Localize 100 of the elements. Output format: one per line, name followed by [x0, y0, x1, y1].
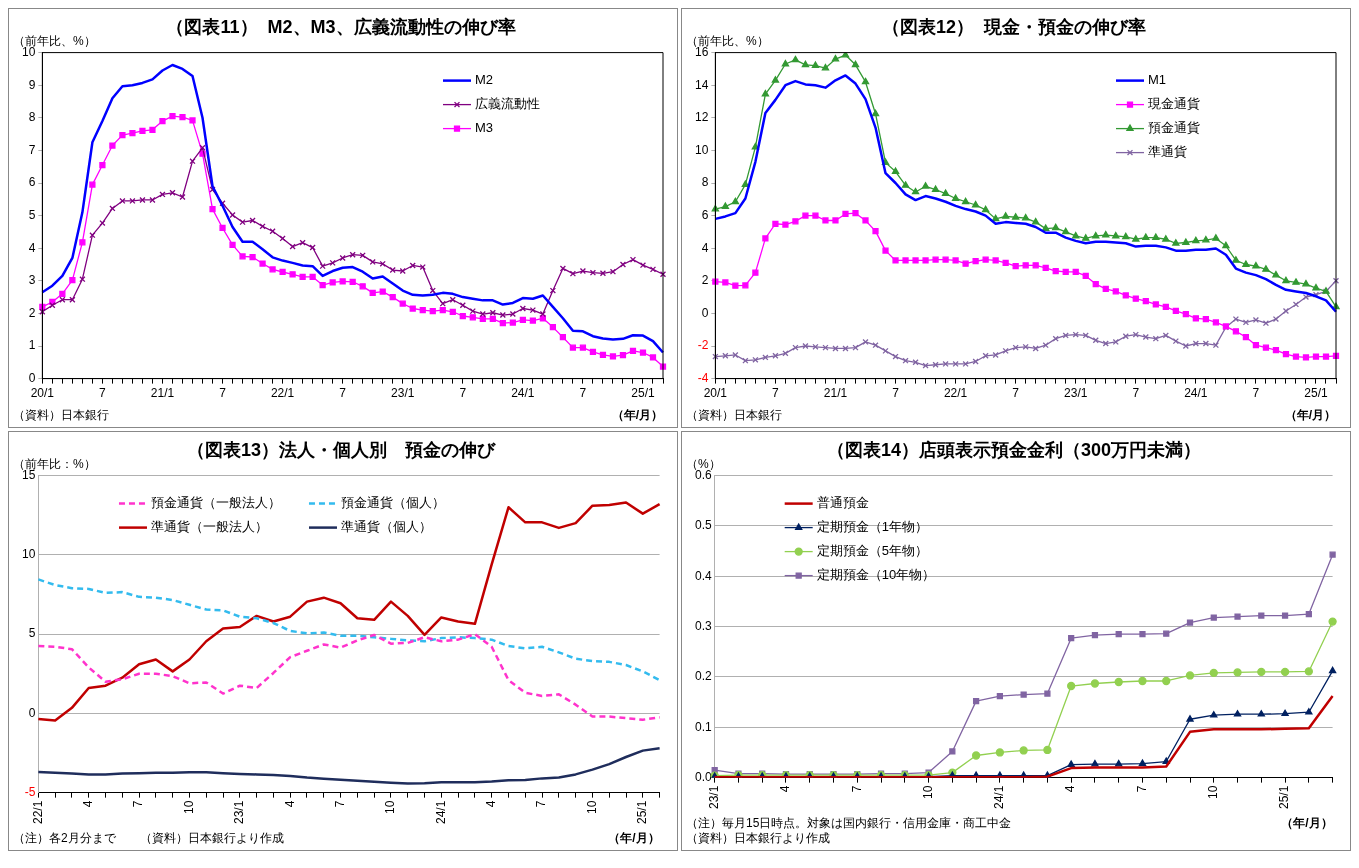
y-tick-label: 10	[694, 142, 709, 157]
y-tick-label: -4	[697, 370, 709, 385]
legend-label: M3	[475, 120, 494, 136]
y-tick-label: 8	[28, 110, 36, 125]
x-tick-label: 23/1	[232, 800, 247, 824]
x-tick-label: 10	[181, 800, 196, 814]
legend-label: 預金通貨（一般法人）	[150, 495, 281, 511]
y-tick-label: 0.4	[694, 568, 712, 583]
x-tick-label: 24/1	[1184, 386, 1208, 401]
x-tick-label: 25/1	[635, 800, 650, 824]
y-tick-label: 2	[701, 273, 709, 288]
y-tick-label: 0	[28, 370, 36, 385]
legend-label: 預金通貨（個人）	[340, 495, 445, 511]
x-tick-label: 7	[1012, 386, 1020, 401]
chart-title: （図表11） M2、M3、広義流動性の伸び率	[166, 16, 516, 37]
legend-label: 定期預金（1年物）	[816, 519, 928, 535]
legend-label: 現金通貨	[1148, 96, 1200, 112]
y-tick-label: 8	[701, 175, 709, 190]
y-axis-title: （前年比、%）	[686, 33, 769, 48]
y-tick-label: 7	[28, 142, 36, 157]
text: （資料）日本銀行より作成	[686, 831, 830, 845]
y-tick-label: 0.0	[694, 769, 712, 784]
y-tick-label: -2	[697, 338, 709, 353]
x-tick-label: 7	[332, 800, 347, 808]
y-tick-label: 4	[28, 240, 36, 255]
legend-label: 準通貨	[1148, 144, 1187, 160]
x-tick-label: 24/1	[992, 785, 1007, 809]
x-tick-label: 25/1	[1304, 386, 1328, 401]
x-tick-label: 7	[131, 800, 146, 808]
x-tick-label: 7	[1252, 386, 1260, 401]
x-tick-label: 7	[579, 386, 587, 401]
x-tick-label: 22/1	[943, 386, 968, 401]
x-tick-label: 23/1	[391, 386, 415, 401]
x-tick-label: 7	[1134, 785, 1149, 793]
legend-label: 預金通貨	[1148, 120, 1200, 136]
x-tick-label: 4	[484, 800, 499, 808]
x-tick-label: 24/1	[433, 800, 448, 824]
y-tick-label: 4	[701, 240, 709, 255]
text: （注）毎月15日時点。対象は国内銀行・信用金庫・商工中金	[686, 816, 1012, 830]
y-tick-label: 0.2	[694, 669, 712, 684]
legend-label: 定期預金（10年物）	[816, 567, 936, 583]
x-tick-label: 24/1	[511, 386, 535, 401]
y-tick-label: 0	[701, 305, 709, 320]
y-tick-label: 5	[28, 626, 36, 641]
x-tick-label: 7	[772, 386, 780, 401]
x-tick-label: 7	[534, 800, 549, 808]
x-tick-label: 10	[383, 800, 398, 814]
y-tick-label: 10	[21, 547, 36, 562]
y-axis-title: （%）	[686, 456, 721, 471]
y-tick-label: 3	[28, 273, 36, 288]
y-tick-label: 1	[28, 338, 36, 353]
y-tick-label: 12	[694, 110, 709, 125]
x-axis-title: （年/月）	[608, 831, 660, 845]
x-tick-label: 25/1	[631, 386, 655, 401]
x-tick-label: 4	[1063, 785, 1078, 793]
legend-label: 広義流動性	[475, 96, 540, 112]
y-tick-label: 6	[28, 175, 36, 190]
x-tick-label: 4	[81, 800, 96, 808]
x-tick-label: 7	[459, 386, 467, 401]
y-axis-title: （前年比、%）	[13, 33, 96, 48]
y-axis-title: （前年比：%）	[13, 456, 96, 471]
text: （資料）日本銀行	[13, 408, 109, 422]
y-tick-label: -5	[24, 784, 36, 799]
y-tick-label: 0.3	[694, 618, 712, 633]
x-tick-label: 20/1	[30, 386, 55, 401]
chart-title: （図表12） 現金・預金の伸び率	[881, 16, 1147, 37]
x-tick-label: 23/1	[706, 785, 721, 809]
x-tick-label: 7	[99, 386, 107, 401]
legend-label: M1	[1148, 72, 1167, 88]
x-tick-label: 7	[219, 386, 227, 401]
text: （注）各2月分まで （資料）日本銀行より作成	[13, 831, 284, 845]
x-tick-label: 4	[282, 800, 297, 808]
x-tick-label: 10	[920, 785, 935, 799]
x-tick-label: 22/1	[270, 386, 295, 401]
chart-title: （図表13）法人・個人別 預金の伸び	[186, 439, 497, 460]
x-tick-label: 10	[584, 800, 599, 814]
x-tick-label: 22/1	[30, 800, 45, 824]
x-tick-label: 23/1	[1064, 386, 1088, 401]
x-tick-label: 25/1	[1277, 785, 1292, 809]
x-axis-title: （年/月）	[611, 408, 663, 422]
y-tick-label: 2	[28, 305, 36, 320]
x-tick-label: 7	[1132, 386, 1140, 401]
x-tick-label: 7	[339, 386, 347, 401]
x-tick-label: 10	[1206, 785, 1221, 799]
x-axis-title: （年/月）	[1284, 408, 1336, 422]
y-tick-label: 14	[694, 77, 709, 92]
text: （資料）日本銀行	[686, 408, 782, 422]
y-tick-label: 5	[28, 207, 36, 222]
x-axis-title: （年/月）	[1281, 816, 1333, 830]
legend-label: M2	[475, 72, 494, 88]
y-tick-label: 0.5	[694, 518, 712, 533]
x-tick-label: 21/1	[150, 386, 175, 401]
x-tick-label: 21/1	[823, 386, 848, 401]
legend-label: 準通貨（一般法人）	[150, 519, 268, 535]
legend-label: 普通預金	[816, 495, 869, 511]
y-tick-label: 0	[28, 705, 36, 720]
x-tick-label: 4	[778, 785, 793, 793]
y-tick-label: 9	[28, 77, 36, 92]
chart-title: （図表14）店頭表示預金金利（300万円未満）	[826, 439, 1202, 460]
x-tick-label: 20/1	[703, 386, 728, 401]
